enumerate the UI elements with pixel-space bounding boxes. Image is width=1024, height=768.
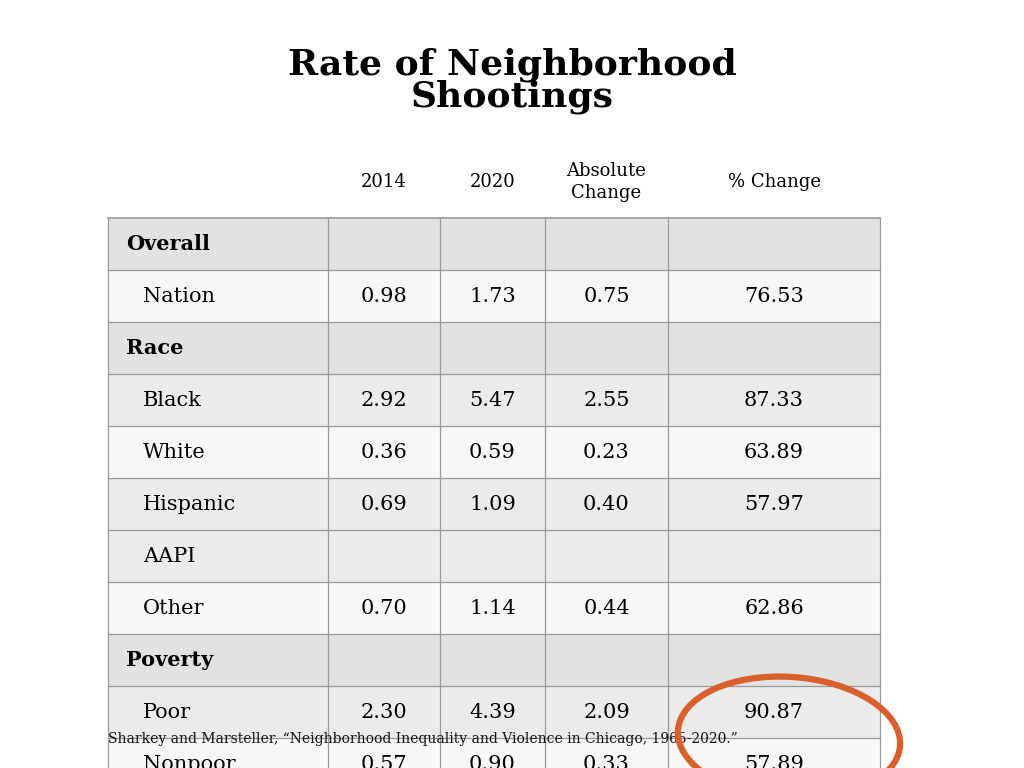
Text: 4.39: 4.39 xyxy=(469,703,516,721)
Text: Hispanic: Hispanic xyxy=(143,495,237,514)
Text: 0.70: 0.70 xyxy=(360,598,408,617)
Bar xyxy=(108,322,880,374)
Text: 0.75: 0.75 xyxy=(584,286,630,306)
Text: 0.69: 0.69 xyxy=(360,495,408,514)
Text: Black: Black xyxy=(143,390,202,409)
Text: Nation: Nation xyxy=(143,286,215,306)
Bar xyxy=(108,634,880,686)
Text: 0.40: 0.40 xyxy=(583,495,630,514)
Bar xyxy=(108,426,880,478)
Text: Rate of Neighborhood: Rate of Neighborhood xyxy=(288,48,736,82)
Text: Poor: Poor xyxy=(143,703,191,721)
Text: Shootings: Shootings xyxy=(411,80,613,114)
Text: Overall: Overall xyxy=(126,234,210,254)
Bar xyxy=(108,270,880,322)
Text: 2.09: 2.09 xyxy=(583,703,630,721)
Text: 76.53: 76.53 xyxy=(744,286,804,306)
Text: 57.97: 57.97 xyxy=(744,495,804,514)
Text: 90.87: 90.87 xyxy=(744,703,804,721)
Bar xyxy=(108,374,880,426)
Text: 63.89: 63.89 xyxy=(744,442,804,462)
Text: 0.23: 0.23 xyxy=(583,442,630,462)
Text: 1.14: 1.14 xyxy=(469,598,516,617)
Bar xyxy=(108,686,880,738)
Text: Nonpoor: Nonpoor xyxy=(143,754,236,768)
Bar xyxy=(108,582,880,634)
Bar xyxy=(108,738,880,768)
Text: Poverty: Poverty xyxy=(126,650,213,670)
Text: 1.09: 1.09 xyxy=(469,495,516,514)
Text: 2.55: 2.55 xyxy=(584,390,630,409)
Text: 0.90: 0.90 xyxy=(469,754,516,768)
Text: 0.33: 0.33 xyxy=(583,754,630,768)
Text: White: White xyxy=(143,442,206,462)
Text: 0.57: 0.57 xyxy=(360,754,408,768)
Text: 87.33: 87.33 xyxy=(744,390,804,409)
Text: % Change: % Change xyxy=(727,173,820,191)
Text: Absolute
Change: Absolute Change xyxy=(566,162,646,202)
Text: 0.44: 0.44 xyxy=(584,598,630,617)
Text: 57.89: 57.89 xyxy=(744,754,804,768)
Text: 2020: 2020 xyxy=(470,173,515,191)
Text: 1.73: 1.73 xyxy=(469,286,516,306)
Text: 62.86: 62.86 xyxy=(744,598,804,617)
Text: 0.36: 0.36 xyxy=(360,442,408,462)
Text: Sharkey and Marsteller, “Neighborhood Inequality and Violence in Chicago, 1965-2: Sharkey and Marsteller, “Neighborhood In… xyxy=(108,732,737,746)
Bar xyxy=(108,218,880,270)
Bar xyxy=(108,530,880,582)
Text: AAPI: AAPI xyxy=(143,547,196,565)
Text: 0.59: 0.59 xyxy=(469,442,516,462)
Text: 2014: 2014 xyxy=(361,173,407,191)
Text: Race: Race xyxy=(126,338,183,358)
Text: 2.92: 2.92 xyxy=(360,390,408,409)
Bar xyxy=(108,478,880,530)
Text: 5.47: 5.47 xyxy=(469,390,516,409)
Text: Other: Other xyxy=(143,598,205,617)
Text: 2.30: 2.30 xyxy=(360,703,408,721)
Text: 0.98: 0.98 xyxy=(360,286,408,306)
